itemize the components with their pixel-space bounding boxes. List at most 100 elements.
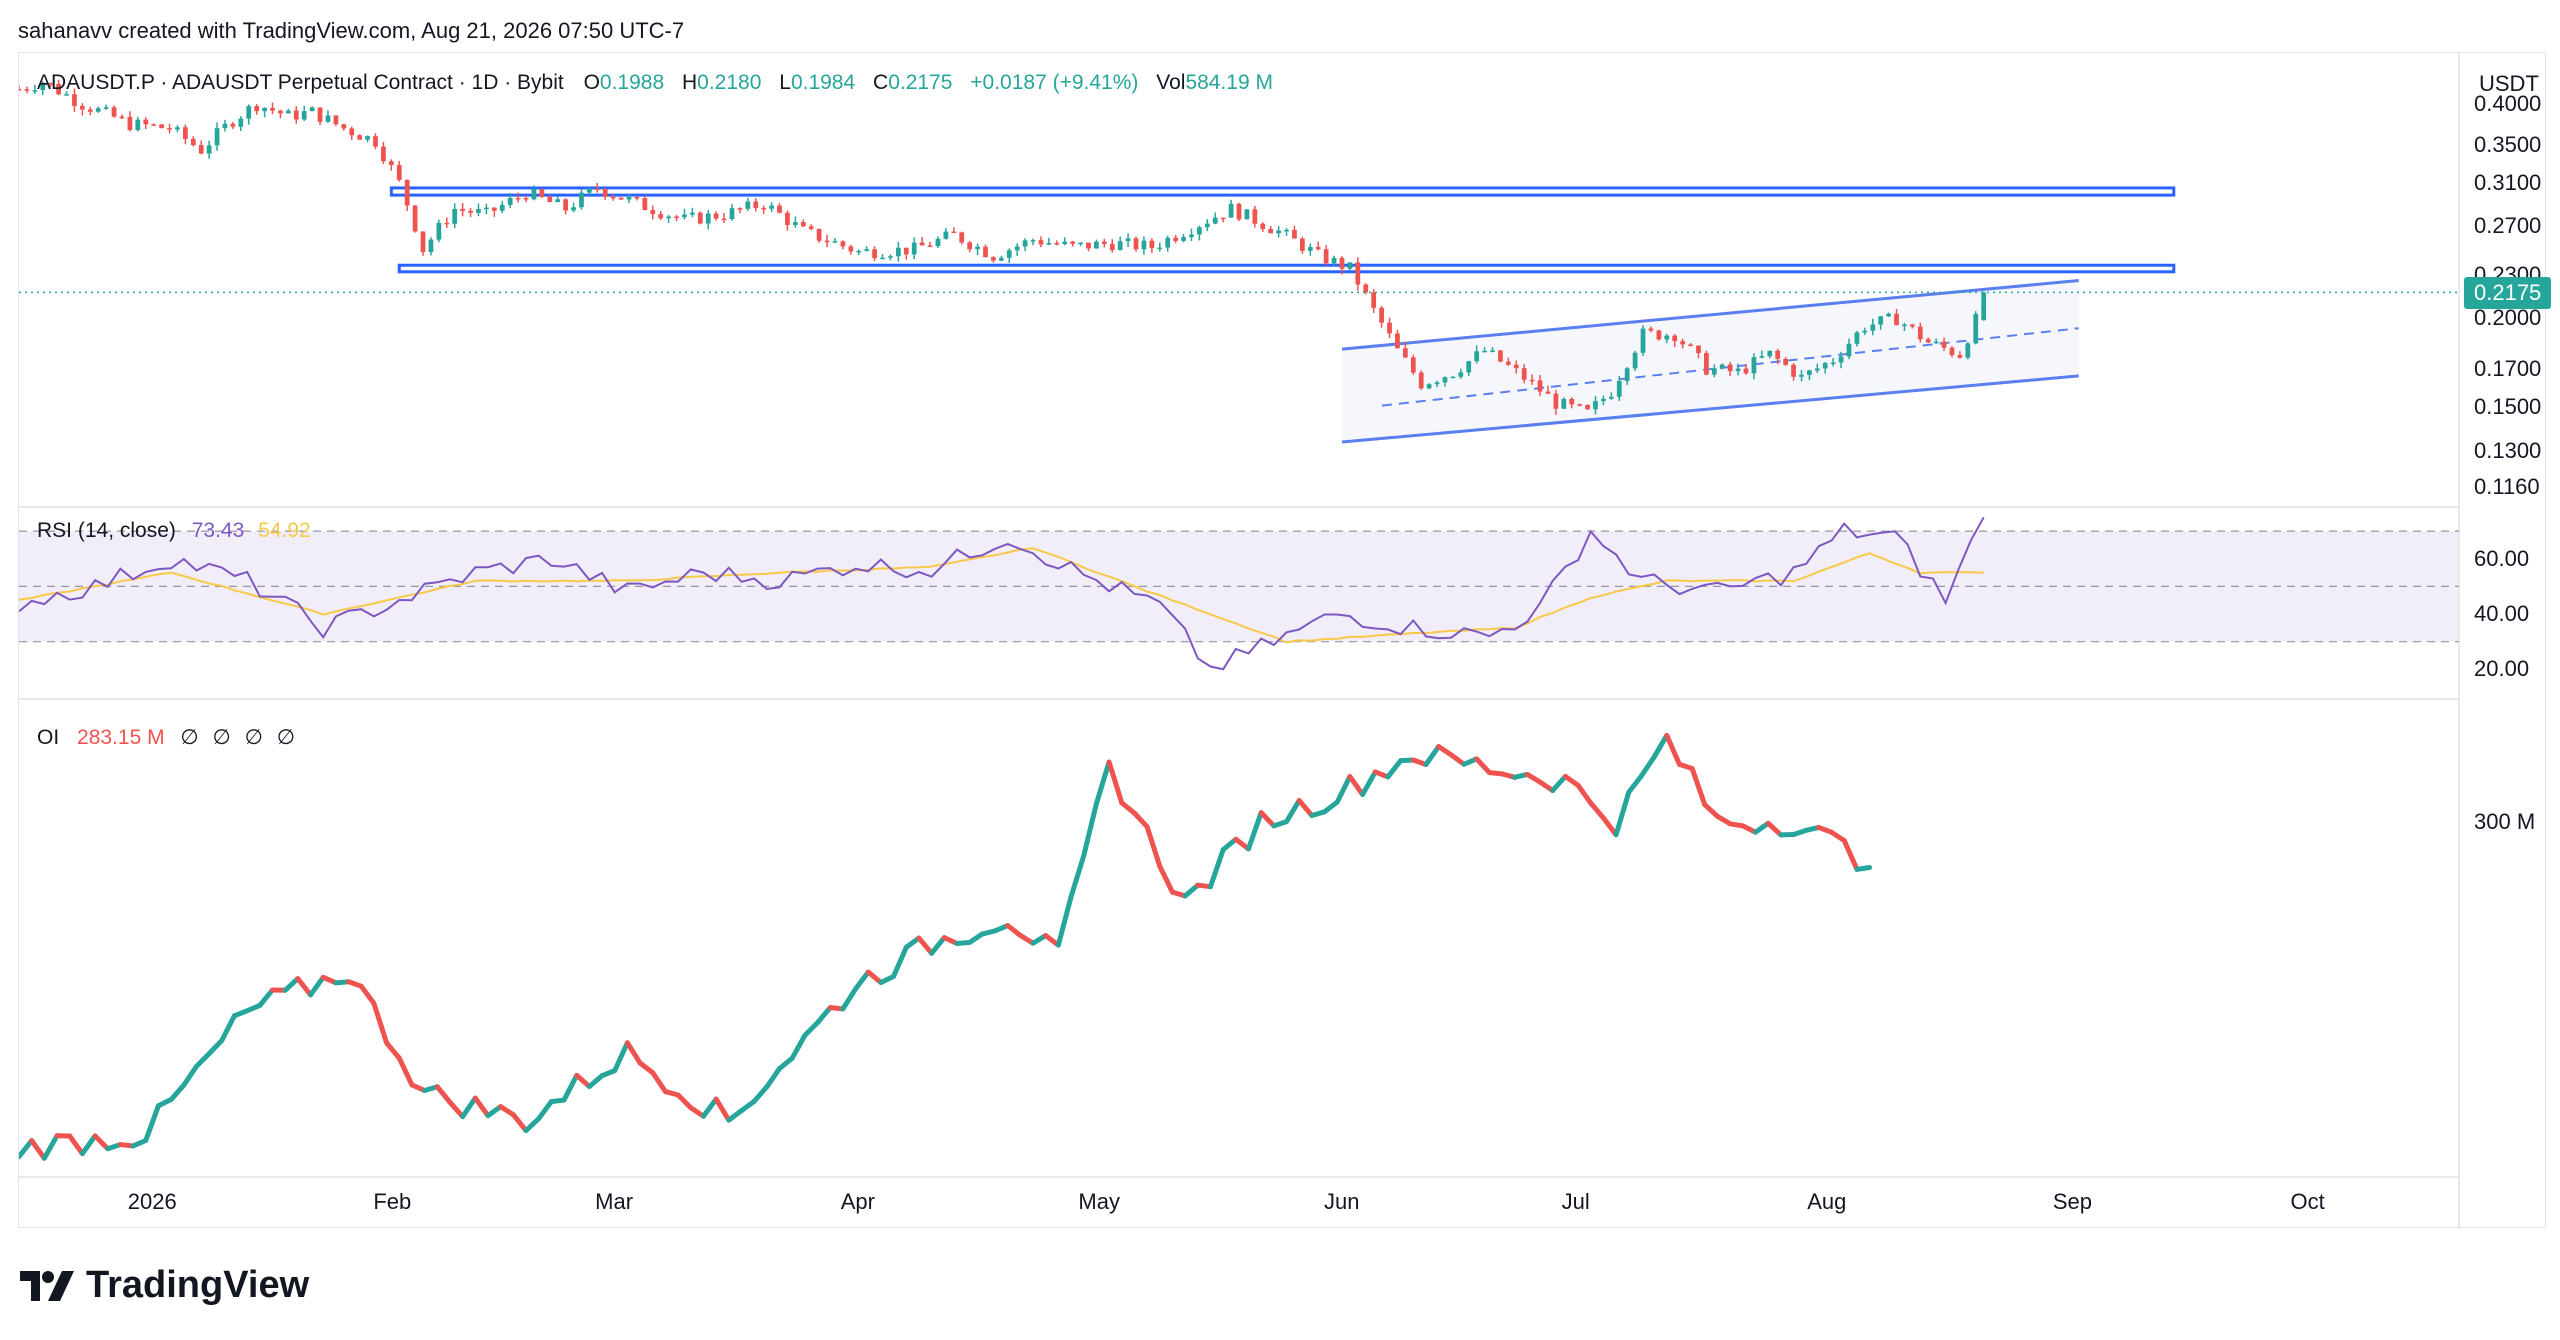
candle bbox=[1197, 225, 1202, 241]
candle-body bbox=[1917, 326, 1923, 340]
candle bbox=[840, 240, 846, 250]
candle-body bbox=[1704, 353, 1709, 375]
candle bbox=[1474, 345, 1480, 364]
open-label: O bbox=[583, 71, 600, 94]
candle bbox=[547, 194, 553, 203]
candle bbox=[895, 241, 901, 262]
candle bbox=[1561, 397, 1567, 410]
candle-body bbox=[1545, 391, 1551, 394]
tradingview-logo[interactable]: TradingView bbox=[18, 1264, 309, 1307]
candle bbox=[1189, 228, 1194, 241]
candle-body bbox=[769, 205, 774, 209]
candle-body bbox=[705, 213, 711, 224]
candle bbox=[1680, 338, 1686, 349]
oi-segment bbox=[1182, 882, 1201, 899]
candle bbox=[182, 124, 188, 145]
oi-segment bbox=[358, 983, 377, 1006]
candle-body bbox=[650, 210, 656, 215]
candle bbox=[1537, 375, 1543, 397]
candle-body bbox=[175, 127, 180, 130]
candle-body bbox=[198, 145, 204, 154]
rsi-tick-label: 40.00 bbox=[2474, 601, 2530, 627]
candle bbox=[666, 215, 671, 223]
candle bbox=[1910, 323, 1915, 329]
candle bbox=[1363, 283, 1369, 295]
rsi-legend[interactable]: RSI (14, close) 73.43 54.92 bbox=[37, 519, 311, 543]
chart-canvas[interactable] bbox=[19, 53, 2547, 1229]
candle bbox=[1799, 370, 1804, 382]
candle-body bbox=[634, 197, 640, 199]
candle bbox=[1569, 397, 1575, 409]
candle bbox=[246, 104, 252, 125]
candle bbox=[1070, 240, 1076, 247]
candle bbox=[1276, 226, 1281, 238]
candle-body bbox=[959, 232, 965, 243]
candle-body bbox=[1490, 350, 1495, 352]
last-price-tag: 0.2175 bbox=[2464, 277, 2552, 310]
candle bbox=[618, 197, 624, 200]
close-value: 0.2175 bbox=[888, 71, 953, 94]
candle bbox=[349, 126, 355, 141]
candle-body bbox=[499, 204, 505, 211]
candle-body bbox=[388, 161, 394, 166]
oi-segment bbox=[929, 935, 947, 956]
candle bbox=[1054, 240, 1060, 246]
candle-body bbox=[1371, 292, 1377, 308]
candle bbox=[190, 136, 196, 147]
rsi-title: RSI (14, close) bbox=[37, 519, 176, 542]
candle-body bbox=[1727, 364, 1733, 372]
candle-body bbox=[1133, 238, 1139, 250]
candle bbox=[729, 203, 735, 221]
candle-body bbox=[1300, 238, 1305, 251]
price-tick-label: 0.2700 bbox=[2474, 212, 2542, 238]
candle bbox=[1046, 237, 1052, 246]
candle bbox=[1387, 317, 1392, 339]
candle-body bbox=[856, 250, 862, 253]
candle-body bbox=[1204, 223, 1210, 228]
candle bbox=[412, 205, 418, 233]
candle-body bbox=[1292, 229, 1297, 239]
candle bbox=[1616, 376, 1622, 401]
symbol-legend[interactable]: ADAUSDT.P · ADAUSDT Perpetual Contract ·… bbox=[37, 71, 1273, 95]
candle-body bbox=[206, 145, 212, 154]
time-tick-label: Oct bbox=[2290, 1189, 2325, 1214]
candle-body bbox=[507, 197, 513, 205]
change-value: +0.0187 (+9.41%) bbox=[970, 71, 1139, 94]
candle bbox=[975, 243, 980, 256]
time-tick-label: Sep bbox=[2052, 1189, 2092, 1214]
high-label: H bbox=[682, 71, 698, 94]
candle bbox=[1347, 262, 1353, 271]
oi-segment bbox=[92, 1133, 111, 1152]
candle-body bbox=[991, 257, 996, 261]
candle-body bbox=[571, 207, 576, 211]
candle-body bbox=[301, 111, 307, 120]
oi-tick-label: 300 M bbox=[2474, 808, 2536, 834]
candle bbox=[808, 224, 814, 231]
candle-body bbox=[1640, 328, 1646, 353]
candle-body bbox=[1616, 381, 1622, 397]
oi-segment bbox=[1702, 802, 1720, 819]
candle bbox=[1236, 202, 1242, 222]
candle-body bbox=[1553, 393, 1559, 409]
candle-body bbox=[357, 135, 363, 140]
candle bbox=[19, 85, 22, 91]
candle bbox=[658, 210, 664, 220]
candle bbox=[1125, 233, 1131, 248]
oi-segment bbox=[434, 1084, 453, 1105]
candle bbox=[579, 188, 584, 210]
candle-body bbox=[1696, 345, 1701, 354]
candle-body bbox=[1981, 292, 1987, 321]
candle-body bbox=[1910, 324, 1915, 327]
candle-body bbox=[983, 246, 988, 258]
candle bbox=[848, 244, 854, 255]
candle bbox=[452, 203, 458, 229]
candle bbox=[1862, 327, 1868, 336]
oi-segment bbox=[1613, 789, 1632, 838]
candle bbox=[642, 195, 648, 211]
candle-body bbox=[1759, 356, 1765, 358]
candle bbox=[1648, 326, 1654, 333]
candle bbox=[365, 135, 370, 143]
currency-selector[interactable]: USDT bbox=[2479, 71, 2539, 96]
oi-legend[interactable]: OI 283.15 M ∅ ∅ ∅ ∅ bbox=[37, 725, 299, 750]
candle-body bbox=[1410, 357, 1416, 373]
